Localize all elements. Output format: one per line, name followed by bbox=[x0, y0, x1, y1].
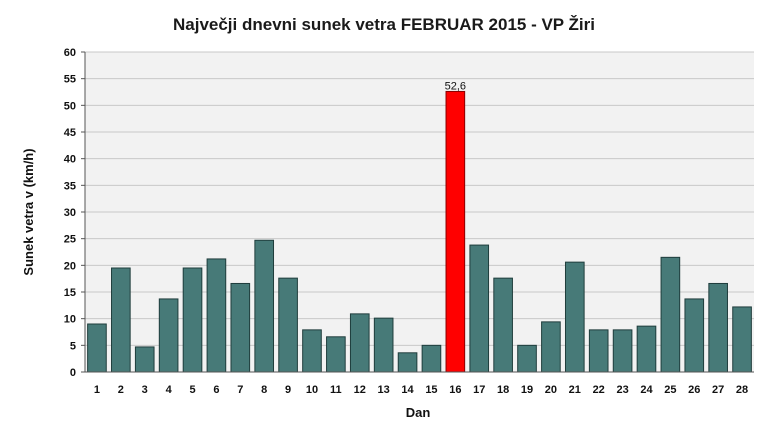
bar-day-1 bbox=[87, 323, 107, 373]
x-tick-label: 15 bbox=[425, 384, 437, 396]
y-tick-label: 15 bbox=[64, 287, 76, 299]
x-tick-label: 1 bbox=[94, 384, 100, 396]
bar-day-15 bbox=[421, 344, 442, 373]
y-tick-labels: 0 5 10 15 20 25 30 35 40 45 50 55 60 bbox=[64, 47, 85, 379]
y-tick-label: 55 bbox=[64, 74, 76, 86]
x-tick-label: 26 bbox=[688, 384, 700, 396]
y-tick-label: 10 bbox=[64, 314, 76, 326]
bar-day-4 bbox=[158, 298, 179, 373]
x-tick-label: 22 bbox=[593, 384, 605, 396]
bar-day-28 bbox=[732, 306, 752, 373]
bar-day-21 bbox=[564, 261, 585, 373]
x-tick-label: 5 bbox=[189, 384, 195, 396]
x-tick-label: 10 bbox=[306, 384, 318, 396]
y-tick-label: 45 bbox=[64, 127, 76, 139]
x-axis-label: Dan bbox=[406, 405, 431, 420]
bar-day-12 bbox=[349, 313, 370, 373]
x-tick-label: 25 bbox=[664, 384, 676, 396]
bar-day-25 bbox=[660, 256, 681, 373]
bar-day-18 bbox=[493, 277, 513, 373]
x-tick-label: 27 bbox=[712, 384, 724, 396]
y-tick-label: 30 bbox=[64, 207, 76, 219]
bars bbox=[87, 90, 752, 373]
bar-day-3 bbox=[134, 346, 155, 373]
x-tick-label: 3 bbox=[142, 384, 148, 396]
x-tick-label: 28 bbox=[736, 384, 748, 396]
y-tick-label: 5 bbox=[70, 340, 76, 352]
x-tick-label: 6 bbox=[213, 384, 219, 396]
bar-day-6 bbox=[206, 258, 227, 373]
y-tick-label: 60 bbox=[64, 47, 76, 59]
bar-day-19 bbox=[517, 344, 537, 373]
y-tick-label: 20 bbox=[64, 260, 76, 272]
bar-day-24 bbox=[636, 325, 657, 373]
x-tick-label: 16 bbox=[449, 384, 461, 396]
x-tick-label: 17 bbox=[473, 384, 485, 396]
bar-day-11 bbox=[326, 336, 346, 373]
y-tick-label: 0 bbox=[70, 367, 76, 379]
y-tick-label: 50 bbox=[64, 100, 76, 112]
bar-day-7 bbox=[230, 282, 251, 373]
bar-day-13 bbox=[373, 317, 394, 373]
x-tick-label: 19 bbox=[521, 384, 533, 396]
bar-day-17 bbox=[469, 244, 490, 373]
bar-day-23 bbox=[612, 329, 633, 373]
bar-day-9 bbox=[278, 277, 298, 373]
x-tick-label: 8 bbox=[261, 384, 267, 396]
x-tick-label: 7 bbox=[237, 384, 243, 396]
bar-day-5 bbox=[182, 267, 203, 373]
bar-day-16 bbox=[445, 90, 466, 373]
bar-day-10 bbox=[302, 329, 322, 373]
x-tick-label: 18 bbox=[497, 384, 509, 396]
x-tick-label: 9 bbox=[285, 384, 291, 396]
y-tick-label: 25 bbox=[64, 234, 76, 246]
bar-day-26 bbox=[684, 298, 705, 373]
x-tick-label: 20 bbox=[545, 384, 557, 396]
chart-title: Največji dnevni sunek vetra FEBRUAR 2015… bbox=[173, 15, 595, 34]
y-tick-label: 40 bbox=[64, 154, 76, 166]
bar-day-20 bbox=[541, 321, 561, 373]
x-tick-label: 24 bbox=[640, 384, 653, 396]
x-tick-label: 2 bbox=[118, 384, 124, 396]
x-tick-label: 14 bbox=[401, 384, 414, 396]
x-tick-label: 12 bbox=[354, 384, 366, 396]
x-tick-labels: 1 2 3 4 5 6 7 8 9 10 11 12 13 14 15 16 17 18 19 20 21 22 23 24 2… bbox=[94, 384, 748, 396]
x-tick-label: 23 bbox=[616, 384, 628, 396]
x-tick-label: 4 bbox=[166, 384, 173, 396]
bar-day-27 bbox=[708, 282, 728, 373]
data-labels: 52,6 bbox=[445, 80, 466, 92]
x-tick-label: 21 bbox=[569, 384, 581, 396]
bar-day-2 bbox=[111, 267, 131, 373]
bar-day-14 bbox=[397, 352, 418, 373]
x-tick-label: 13 bbox=[378, 384, 390, 396]
y-axis-label: Sunek vetra v (km/h) bbox=[21, 148, 36, 275]
bar-day-22 bbox=[588, 329, 609, 373]
x-tick-label: 11 bbox=[330, 384, 342, 396]
bar-day-8 bbox=[254, 239, 275, 373]
data-label: 52,6 bbox=[445, 80, 466, 92]
y-tick-label: 35 bbox=[64, 180, 76, 192]
